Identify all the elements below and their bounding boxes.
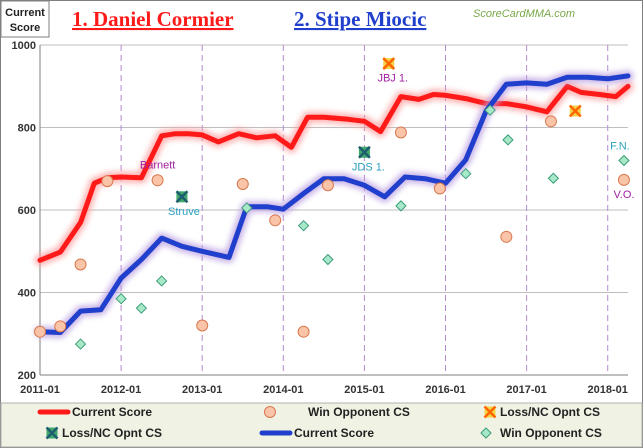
opponent-label: Barnett	[140, 159, 175, 171]
win-opponent-marker	[135, 302, 148, 314]
chart-header: Current Score 1. Daniel Cormier 2. Stipe…	[0, 0, 575, 38]
win-opponent-marker	[433, 182, 446, 195]
legend-x-swatch	[45, 426, 59, 440]
legend-label: Win Opponent CS	[308, 405, 410, 419]
y-tick-label: 200	[18, 370, 36, 382]
opponent-points: Barnett V.O. JBJ 1. Struve JDS 1. F.N.	[34, 57, 634, 350]
legend-label: Win Opponent CS	[500, 426, 602, 440]
win-opponent-marker	[544, 115, 557, 128]
legend-circle-swatch	[264, 406, 276, 418]
x-tick-label: 2011-01	[20, 384, 60, 396]
win-opponent-marker	[394, 126, 407, 139]
title-fighter-2: 2. Stipe Miocic	[294, 7, 426, 31]
win-opponent-marker	[322, 253, 334, 266]
win-opponent-marker	[74, 258, 87, 271]
title-fighter-1: 1. Daniel Cormier	[72, 7, 234, 31]
x-tick-label: 2016-01	[425, 384, 465, 396]
win-opponent-marker	[236, 178, 249, 191]
win-opponent-marker	[618, 154, 630, 167]
win-opponent-marker	[321, 179, 334, 192]
legend-label: Current Score	[294, 426, 374, 440]
x-tick-label: 2018-01	[588, 384, 628, 396]
win-opponent-marker	[151, 174, 164, 187]
win-opponent-marker	[101, 175, 114, 188]
legend-label: Current Score	[72, 405, 152, 419]
y-tick-label: 400	[18, 288, 36, 300]
opponent-label: V.O.	[613, 189, 634, 201]
y-corner-label-line2: Score	[10, 22, 41, 34]
x-tick-label: 2014-01	[263, 384, 303, 396]
win-opponent-marker	[269, 214, 282, 227]
y-tick-label: 1000	[12, 40, 36, 52]
win-opponent-marker	[547, 172, 560, 184]
loss-opponent-marker	[175, 190, 189, 204]
win-opponent-marker	[297, 219, 310, 232]
y-corner-label-line1: Current	[5, 7, 45, 19]
loss-opponent-marker	[568, 104, 582, 118]
x-tick-label: 2015-01	[344, 384, 384, 396]
win-opponent-marker	[502, 134, 514, 146]
legend-label: Loss/NC Opnt CS	[62, 426, 162, 440]
series-line-1	[37, 83, 631, 263]
x-tick-label: 2012-01	[101, 384, 141, 396]
legend-diamond-swatch	[480, 427, 492, 439]
win-opponent-marker	[54, 320, 67, 333]
y-corner-label-box	[0, 0, 50, 38]
win-opponent-marker	[34, 325, 46, 338]
x-tick-label: 2013-01	[182, 384, 222, 396]
opponent-label: Struve	[168, 206, 200, 218]
legend-box	[0, 402, 643, 448]
win-opponent-marker	[241, 202, 253, 214]
loss-opponent-marker	[358, 145, 371, 159]
win-opponent-marker	[395, 200, 407, 212]
y-tick-label: 600	[18, 205, 36, 217]
opponent-label: JDS 1.	[352, 161, 385, 173]
series	[34, 70, 634, 338]
win-opponent-marker	[500, 230, 513, 243]
win-opponent-marker	[196, 319, 209, 332]
win-opponent-marker	[617, 173, 630, 186]
win-opponent-marker	[74, 338, 87, 350]
loss-opponent-marker	[382, 57, 396, 70]
opponent-label: JBJ 1.	[377, 73, 408, 85]
win-opponent-marker	[115, 292, 127, 305]
win-opponent-marker	[297, 325, 310, 338]
legend: Current Score Win Opponent CS Loss/NC Opnt…	[0, 402, 643, 448]
legend-x-swatch	[483, 405, 497, 419]
opponent-label: F.N.	[610, 141, 630, 153]
x-tick-label: 2017-01	[506, 384, 546, 396]
y-tick-label: 800	[18, 123, 36, 135]
win-opponent-marker	[484, 104, 496, 116]
win-opponent-marker	[155, 275, 168, 287]
watermark: ScoreCardMMA.com	[473, 8, 575, 20]
win-opponent-marker	[460, 167, 472, 180]
series-line-2	[37, 73, 631, 335]
legend-label: Loss/NC Opnt CS	[500, 405, 600, 419]
